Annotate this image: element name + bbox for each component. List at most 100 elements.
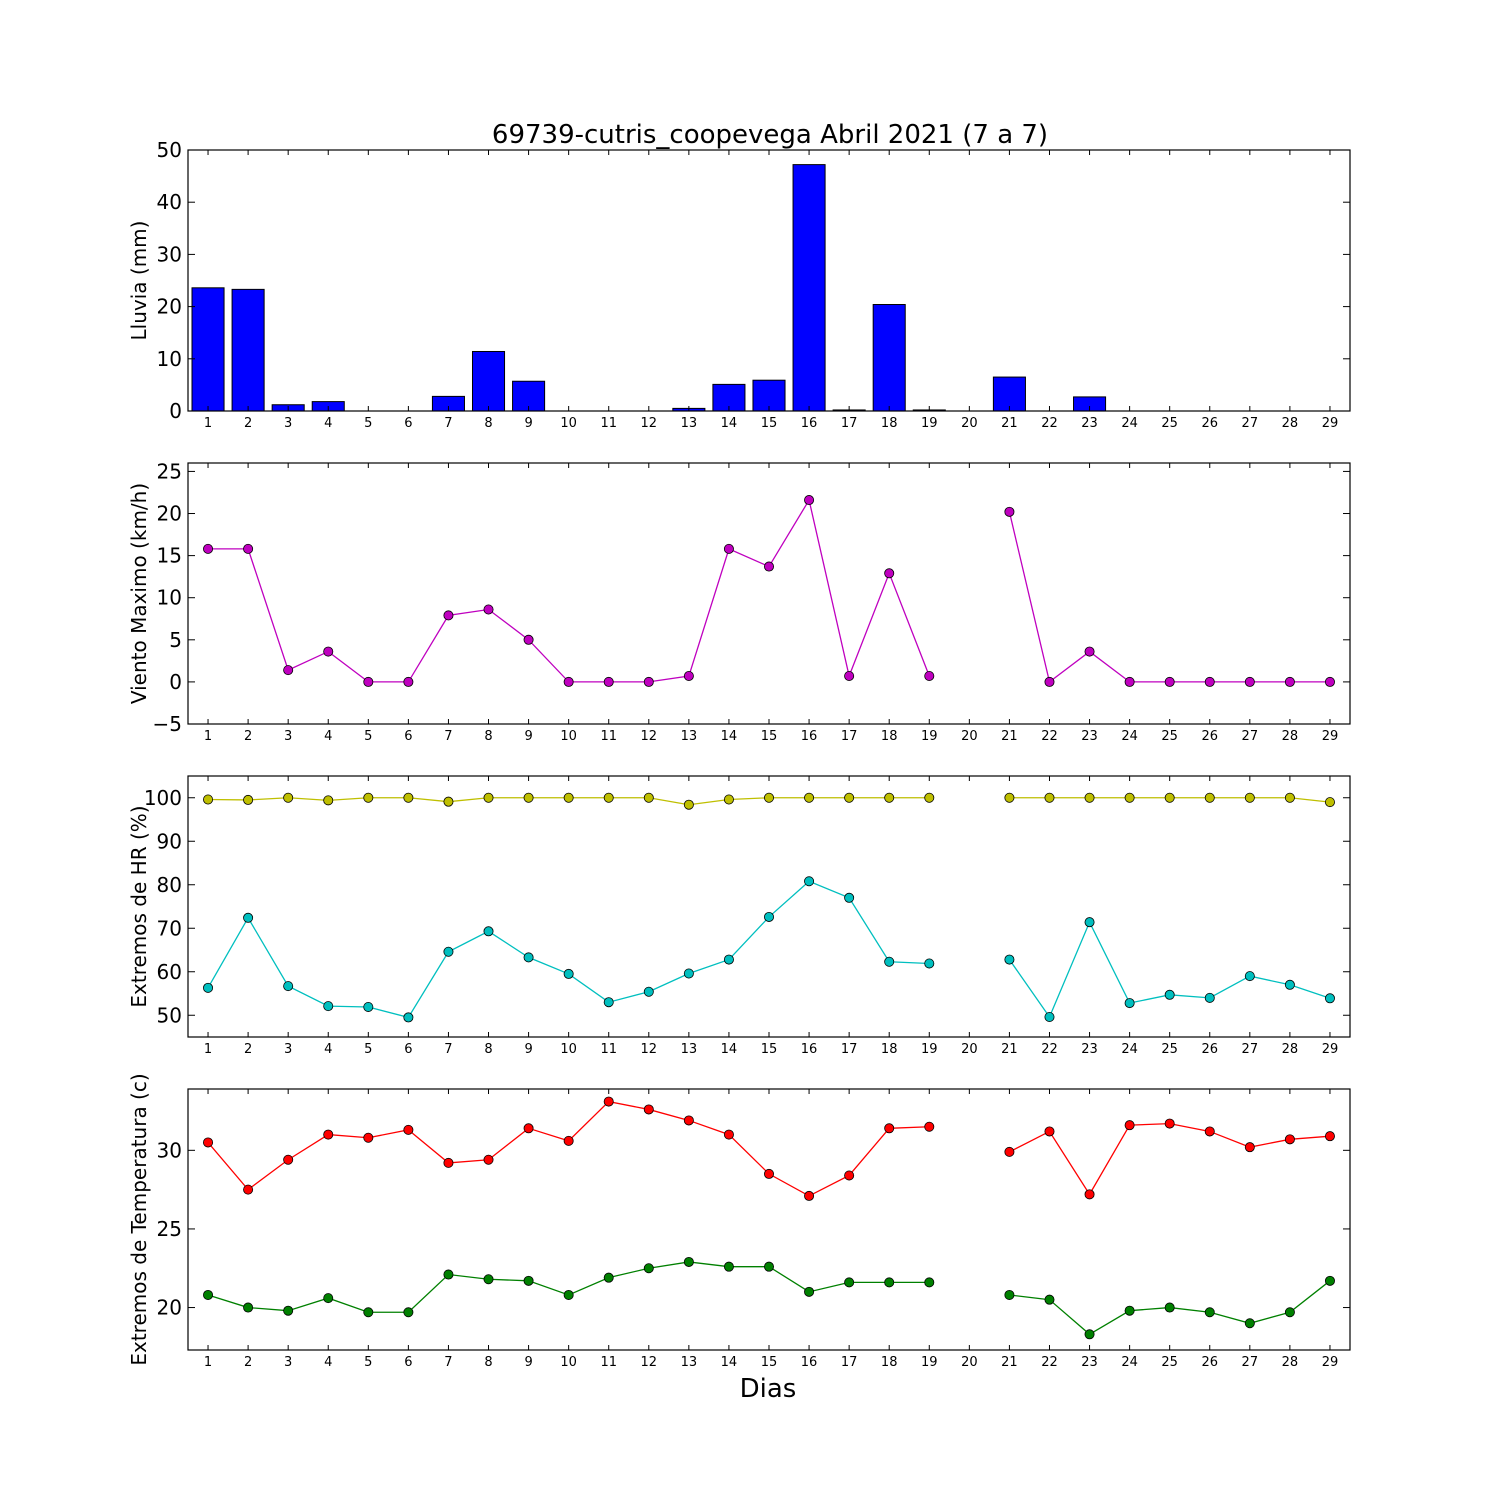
temperature-y-tick-label: 25 (157, 1217, 182, 1241)
humidity-point (1324, 797, 1335, 808)
temperature-point (323, 1293, 334, 1304)
temperature-point (884, 1123, 895, 1134)
temperature-point (403, 1307, 414, 1318)
rain-x-tick-label: 5 (364, 416, 372, 431)
temperature-point (844, 1277, 855, 1288)
rain-x-tick-label: 11 (600, 416, 617, 431)
wind-x-tick-label: 10 (560, 729, 577, 744)
temperature-point (483, 1154, 494, 1165)
humidity-point (203, 794, 214, 805)
humidity-x-tick-label: 21 (1001, 1042, 1018, 1057)
humidity-point (363, 792, 374, 803)
temperature-x-tick-label: 4 (324, 1355, 332, 1370)
temperature-x-tick-label: 29 (1322, 1355, 1339, 1370)
temperature-point (643, 1104, 654, 1115)
humidity-point (1124, 998, 1135, 1009)
temperature-x-tick-label: 23 (1081, 1355, 1098, 1370)
rain-x-tick-label: 6 (404, 416, 412, 431)
temperature-point (243, 1184, 254, 1195)
wind-point (1204, 676, 1215, 687)
temperature-point (804, 1190, 815, 1201)
humidity-x-tick-label: 15 (761, 1042, 778, 1057)
humidity-point (1204, 992, 1215, 1003)
humidity-point (1084, 792, 1095, 803)
wind-point (924, 671, 935, 682)
humidity-point (1204, 792, 1215, 803)
wind-x-tick-label: 1 (204, 729, 212, 744)
temperature-point (1324, 1131, 1335, 1142)
temperature-point (1084, 1329, 1095, 1340)
rain-x-tick-label: 22 (1041, 416, 1058, 431)
humidity-x-tick-label: 28 (1282, 1042, 1299, 1057)
humidity-point (1324, 993, 1335, 1004)
rain-x-tick-label: 25 (1161, 416, 1178, 431)
rain-x-tick-label: 29 (1322, 416, 1339, 431)
temperature-point (764, 1168, 775, 1179)
rain-x-tick-label: 20 (961, 416, 978, 431)
humidity-point (723, 794, 734, 805)
wind-x-tick-label: 15 (761, 729, 778, 744)
wind-y-tick-label: 25 (157, 459, 182, 483)
humidity-x-tick-label: 13 (681, 1042, 698, 1057)
humidity-point (523, 792, 534, 803)
rain-x-tick-label: 16 (801, 416, 818, 431)
humidity-x-tick-label: 3 (284, 1042, 292, 1057)
humidity-y-tick-label: 70 (157, 916, 182, 940)
wind-point (323, 646, 334, 657)
temperature-point (283, 1154, 294, 1165)
humidity-x-tick-label: 2 (244, 1042, 252, 1057)
wind-point (243, 543, 254, 554)
wind-x-tick-label: 24 (1121, 729, 1138, 744)
temperature-point (563, 1135, 574, 1146)
temperature-y-tick-label: 30 (157, 1138, 182, 1162)
wind-point (443, 610, 454, 621)
temperature-point (1164, 1118, 1175, 1129)
humidity-point (1244, 792, 1255, 803)
temperature-x-tick-label: 24 (1121, 1355, 1138, 1370)
wind-point (523, 634, 534, 645)
wind-x-tick-label: 25 (1161, 729, 1178, 744)
humidity-point (1044, 792, 1055, 803)
wind-x-tick-label: 8 (484, 729, 492, 744)
rain-x-tick-label: 13 (681, 416, 698, 431)
humidity-x-tick-label: 7 (444, 1042, 452, 1057)
rain-y-tick-label: 30 (157, 242, 182, 266)
humidity-point (764, 792, 775, 803)
temperature-x-tick-label: 19 (921, 1355, 938, 1370)
humidity-point (243, 912, 254, 923)
wind-point (1044, 676, 1055, 687)
temperature-point (683, 1256, 694, 1267)
humidity-x-tick-label: 19 (921, 1042, 938, 1057)
wind-point (643, 676, 654, 687)
wind-x-tick-label: 11 (600, 729, 617, 744)
rain-x-tick-label: 23 (1081, 416, 1098, 431)
temperature-point (683, 1115, 694, 1126)
temperature-x-tick-label: 27 (1242, 1355, 1259, 1370)
wind-point (283, 665, 294, 676)
humidity-point (884, 792, 895, 803)
wind-point (723, 543, 734, 554)
humidity-point (603, 792, 614, 803)
temperature-point (323, 1129, 334, 1140)
humidity-x-tick-label: 9 (524, 1042, 532, 1057)
temperature-point (523, 1275, 534, 1286)
wind-point (603, 676, 614, 687)
temperature-point (1244, 1142, 1255, 1153)
temperature-x-tick-label: 9 (524, 1355, 532, 1370)
x-axis-label: Dias (740, 1374, 797, 1404)
humidity-point (403, 792, 414, 803)
temperature-x-tick-label: 2 (244, 1355, 252, 1370)
figure-title: 69739-cutris_coopevega Abril 2021 (7 a 7… (492, 120, 1048, 150)
temperature-point (804, 1286, 815, 1297)
humidity-point (443, 946, 454, 957)
humidity-point (1284, 792, 1295, 803)
rain-x-tick-label: 18 (881, 416, 898, 431)
temperature-x-tick-label: 18 (881, 1355, 898, 1370)
temperature-point (924, 1121, 935, 1132)
temperature-x-tick-label: 22 (1041, 1355, 1058, 1370)
temperature-x-tick-label: 14 (721, 1355, 738, 1370)
wind-point (1324, 676, 1335, 687)
rain-y-tick-label: 40 (157, 190, 182, 214)
rain-x-tick-label: 10 (560, 416, 577, 431)
temperature-x-tick-label: 6 (404, 1355, 412, 1370)
